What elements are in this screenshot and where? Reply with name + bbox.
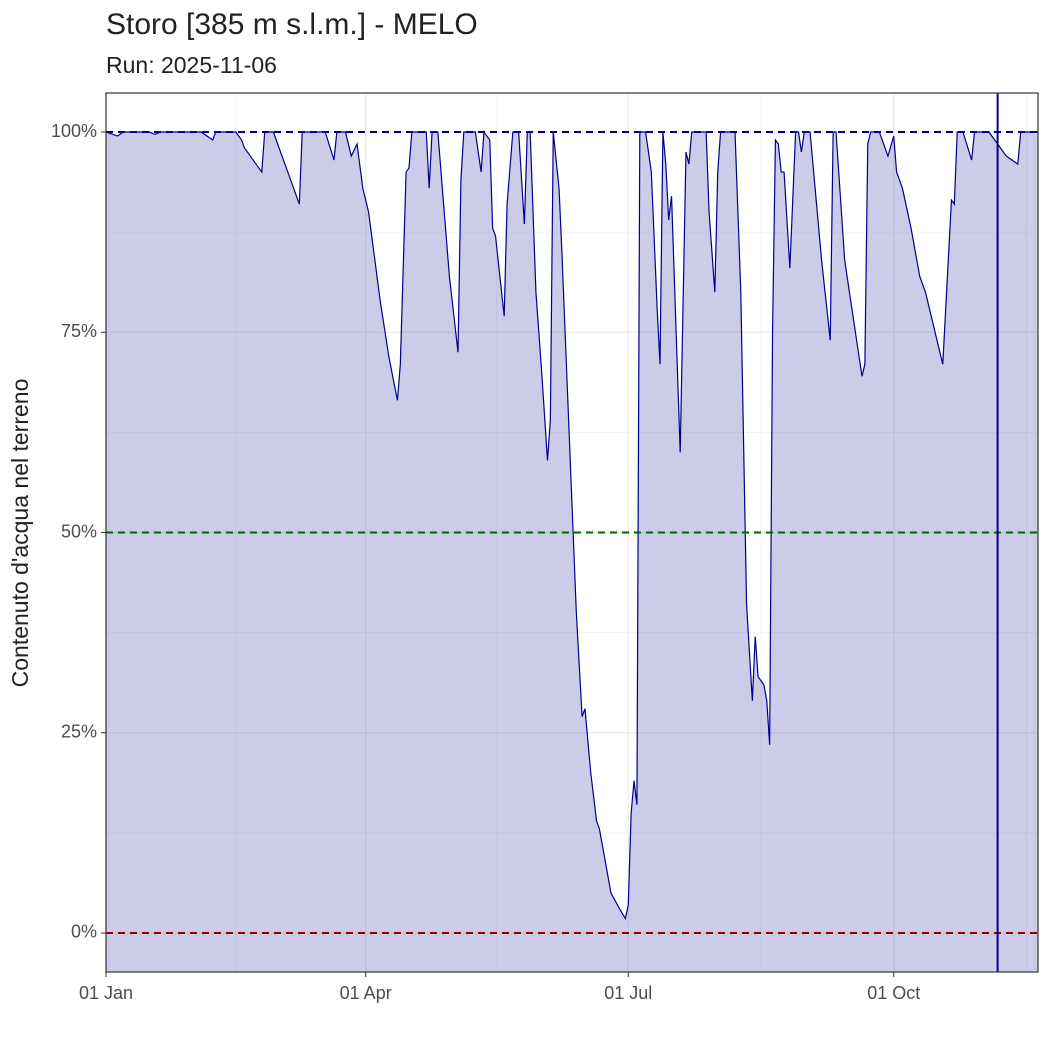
chart-subtitle: Run: 2025-11-06 <box>106 52 277 78</box>
chart-title: Storo [385 m s.l.m.] - MELO <box>106 8 478 41</box>
x-tick-label: 01 Jul <box>604 983 652 1003</box>
y-tick-label: 100% <box>51 121 97 141</box>
x-tick-label: 01 Jan <box>79 983 133 1003</box>
y-axis-title: Contenuto d'acqua nel terreno <box>7 379 33 688</box>
area <box>106 132 1038 972</box>
x-tick-label: 01 Apr <box>340 983 392 1003</box>
y-tick-label: 50% <box>61 521 97 541</box>
x-tick-label: 01 Oct <box>867 983 920 1003</box>
y-tick-label: 25% <box>61 721 97 741</box>
y-tick-label: 0% <box>71 922 97 942</box>
line <box>105 130 1038 921</box>
y-tick-label: 75% <box>61 321 97 341</box>
